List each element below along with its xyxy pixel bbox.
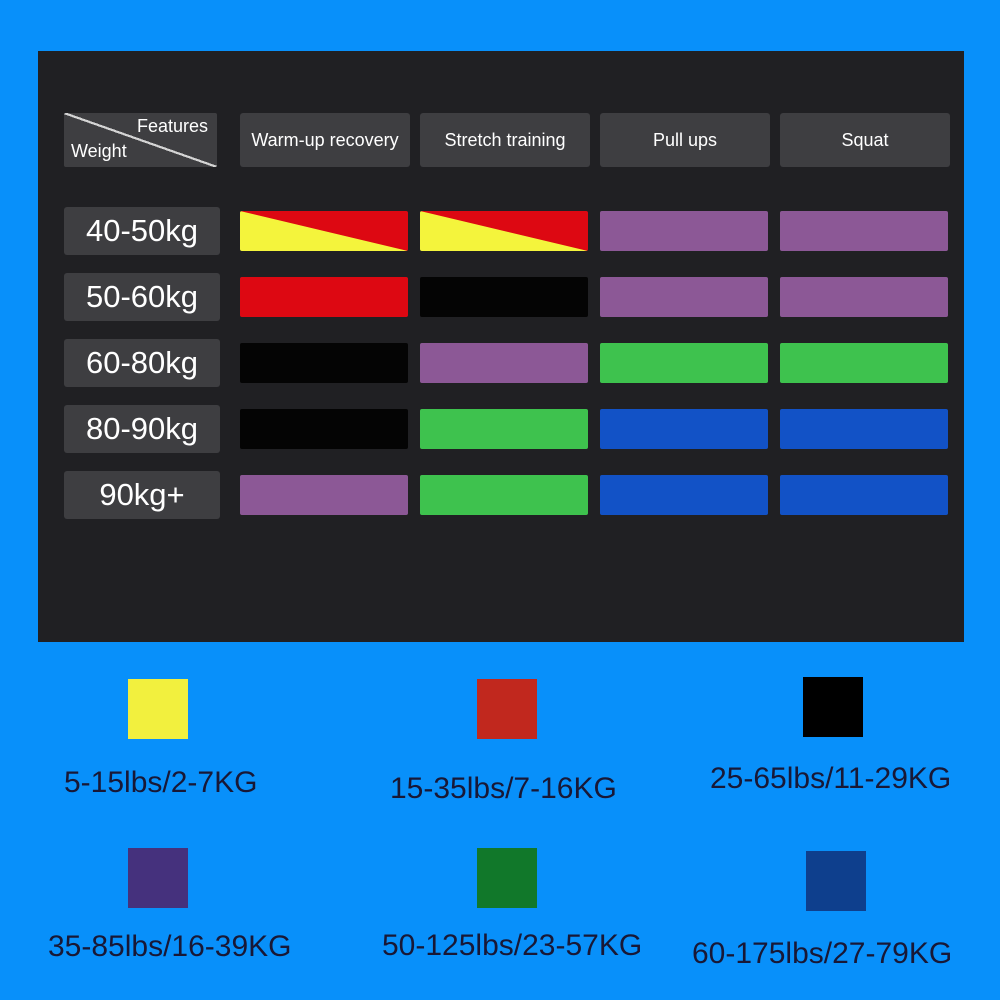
band-bar-blue bbox=[780, 475, 948, 515]
black-swatch bbox=[803, 677, 863, 737]
band-bar-yellow-red bbox=[420, 211, 588, 251]
red-swatch bbox=[477, 679, 537, 739]
band-bar-purple bbox=[780, 277, 948, 317]
band-table-header: Features Weight Warm-up recovery Stretch… bbox=[64, 113, 950, 167]
corner-weight-label: Weight bbox=[71, 141, 127, 161]
legend-label: 60-175lbs/27-79KG bbox=[692, 937, 953, 970]
band-bar-purple bbox=[240, 475, 408, 515]
band-bar-green bbox=[420, 475, 588, 515]
row-label: 80-90kg bbox=[64, 405, 220, 453]
band-bar-blue bbox=[600, 409, 768, 449]
band-bar-purple bbox=[780, 211, 948, 251]
band-table-body: 40-50kg 50-60kg 60-80kg 80-90kg 90kg+ bbox=[64, 207, 950, 519]
row-label: 40-50kg bbox=[64, 207, 220, 255]
band-bar-black bbox=[240, 409, 408, 449]
row-label: 90kg+ bbox=[64, 471, 220, 519]
chart-panel: Features Weight Warm-up recovery Stretch… bbox=[38, 51, 964, 642]
band-bar-purple bbox=[600, 277, 768, 317]
purple-swatch bbox=[128, 848, 188, 908]
row-label: 50-60kg bbox=[64, 273, 220, 321]
band-bar-blue bbox=[780, 409, 948, 449]
green-swatch bbox=[477, 848, 537, 908]
band-bar-red bbox=[240, 277, 408, 317]
column-header-stretch-training: Stretch training bbox=[420, 113, 590, 167]
features-weight-corner-cell: Features Weight bbox=[64, 113, 217, 167]
legend-label: 35-85lbs/16-39KG bbox=[48, 930, 292, 963]
legend-label: 50-125lbs/23-57KG bbox=[382, 929, 643, 962]
band-bar-green bbox=[420, 409, 588, 449]
band-bar-yellow-red bbox=[240, 211, 408, 251]
band-bar-black bbox=[240, 343, 408, 383]
band-bar-green bbox=[780, 343, 948, 383]
band-bar-black bbox=[420, 277, 588, 317]
legend-label: 5-15lbs/2-7KG bbox=[64, 766, 258, 799]
corner-features-label: Features bbox=[136, 116, 208, 136]
band-bar-purple bbox=[420, 343, 588, 383]
band-bar-purple bbox=[600, 211, 768, 251]
blue-swatch bbox=[806, 851, 866, 911]
column-header-squat: Squat bbox=[780, 113, 950, 167]
band-bar-blue bbox=[600, 475, 768, 515]
legend-label: 15-35lbs/7-16KG bbox=[390, 772, 617, 805]
row-label: 60-80kg bbox=[64, 339, 220, 387]
yellow-swatch bbox=[128, 679, 188, 739]
band-bar-green bbox=[600, 343, 768, 383]
legend-label: 25-65lbs/11-29KG bbox=[710, 762, 952, 795]
column-header-warmup-recovery: Warm-up recovery bbox=[240, 113, 410, 167]
column-header-pull-ups: Pull ups bbox=[600, 113, 770, 167]
